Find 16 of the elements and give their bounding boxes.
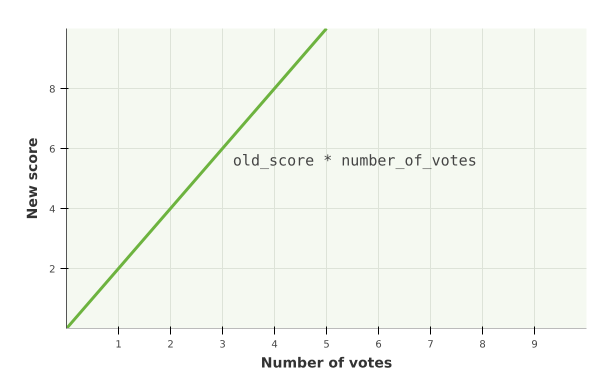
y-tick-label: 4 (49, 204, 56, 216)
annotation: old_score * number_of_votes (232, 152, 477, 170)
x-tick-label: 6 (375, 340, 382, 350)
x-tick-label: 7 (427, 340, 434, 350)
y-tick-label: 8 (49, 84, 56, 96)
y-tick-label: 2 (49, 264, 56, 276)
x-tick-label: 4 (271, 340, 278, 350)
x-tick-label: 1 (115, 340, 122, 350)
x-tick-label: 5 (323, 340, 330, 350)
x-axis-title: Number of votes (260, 356, 392, 372)
y-axis-title: New score (25, 138, 42, 220)
x-tick-label: 3 (219, 340, 226, 350)
x-tick-label: 9 (531, 340, 538, 350)
y-tick-label: 6 (49, 144, 56, 156)
x-tick-label: 8 (479, 340, 486, 350)
x-tick-label: 2 (167, 340, 174, 350)
